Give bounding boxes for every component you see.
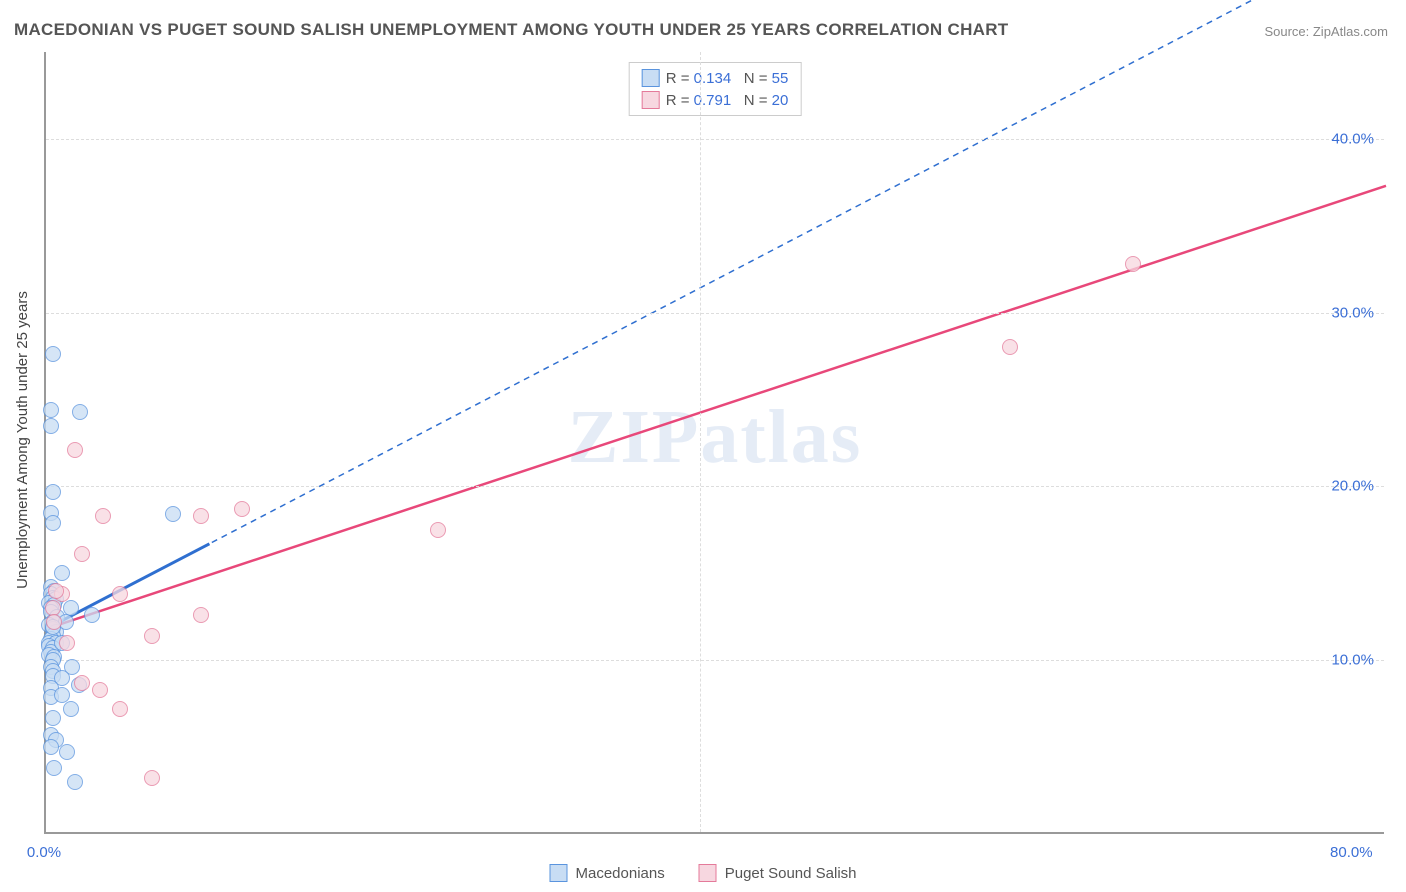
y-tick-label: 10.0%: [1331, 652, 1374, 669]
data-point: [72, 404, 88, 420]
data-point: [92, 682, 108, 698]
legend-swatch: [550, 864, 568, 882]
data-point: [1125, 256, 1141, 272]
gridline-h: [46, 139, 1384, 140]
gridline-v: [700, 52, 701, 832]
data-point: [46, 760, 62, 776]
data-point: [54, 565, 70, 581]
x-tick-label: 0.0%: [27, 844, 61, 861]
gridline-h: [46, 313, 1384, 314]
data-point: [45, 710, 61, 726]
watermark: ZIPatlas: [568, 394, 863, 481]
data-point: [45, 515, 61, 531]
data-point: [112, 701, 128, 717]
data-point: [63, 701, 79, 717]
y-axis-label: Unemployment Among Youth under 25 years: [14, 291, 31, 589]
source-label: Source:: [1264, 24, 1312, 39]
chart-title: MACEDONIAN VS PUGET SOUND SALISH UNEMPLO…: [14, 20, 1009, 40]
y-tick-label: 30.0%: [1331, 304, 1374, 321]
legend-series-item: Puget Sound Salish: [699, 864, 857, 882]
legend-correlation-row: R = 0.791 N = 20: [642, 89, 789, 111]
data-point: [95, 508, 111, 524]
legend-series-label: Puget Sound Salish: [725, 865, 857, 882]
trend-line: [46, 186, 1386, 629]
data-point: [112, 586, 128, 602]
legend-series-item: Macedonians: [550, 864, 665, 882]
legend-swatch: [642, 69, 660, 87]
data-point: [45, 484, 61, 500]
data-point: [1002, 339, 1018, 355]
gridline-h: [46, 660, 1384, 661]
data-point: [144, 628, 160, 644]
data-point: [234, 501, 250, 517]
correlation-legend: R = 0.134 N = 55 R = 0.791 N = 20: [629, 62, 802, 116]
x-tick-label: 80.0%: [1330, 844, 1373, 861]
data-point: [84, 607, 100, 623]
data-point: [43, 739, 59, 755]
source-link[interactable]: ZipAtlas.com: [1313, 24, 1388, 39]
data-point: [45, 346, 61, 362]
data-point: [67, 442, 83, 458]
data-point: [74, 546, 90, 562]
data-point: [59, 744, 75, 760]
data-point: [43, 418, 59, 434]
gridline-h: [46, 486, 1384, 487]
legend-correlation-row: R = 0.134 N = 55: [642, 67, 789, 89]
legend-series-label: Macedonians: [576, 865, 665, 882]
data-point: [193, 607, 209, 623]
y-tick-label: 40.0%: [1331, 130, 1374, 147]
data-point: [144, 770, 160, 786]
plot-area: ZIPatlas R = 0.134 N = 55 R = 0.791 N = …: [44, 52, 1384, 834]
legend-r-text: R = 0.134 N = 55: [666, 70, 789, 87]
y-tick-label: 20.0%: [1331, 478, 1374, 495]
source-attribution: Source: ZipAtlas.com: [1264, 24, 1388, 39]
data-point: [74, 675, 90, 691]
data-point: [193, 508, 209, 524]
data-point: [67, 774, 83, 790]
series-legend: Macedonians Puget Sound Salish: [550, 864, 857, 882]
data-point: [430, 522, 446, 538]
data-point: [165, 506, 181, 522]
trend-lines-layer: [46, 52, 1384, 832]
data-point: [46, 614, 62, 630]
legend-swatch: [642, 91, 660, 109]
legend-r-text: R = 0.791 N = 20: [666, 92, 789, 109]
legend-swatch: [699, 864, 717, 882]
data-point: [48, 583, 64, 599]
data-point: [43, 402, 59, 418]
data-point: [59, 635, 75, 651]
